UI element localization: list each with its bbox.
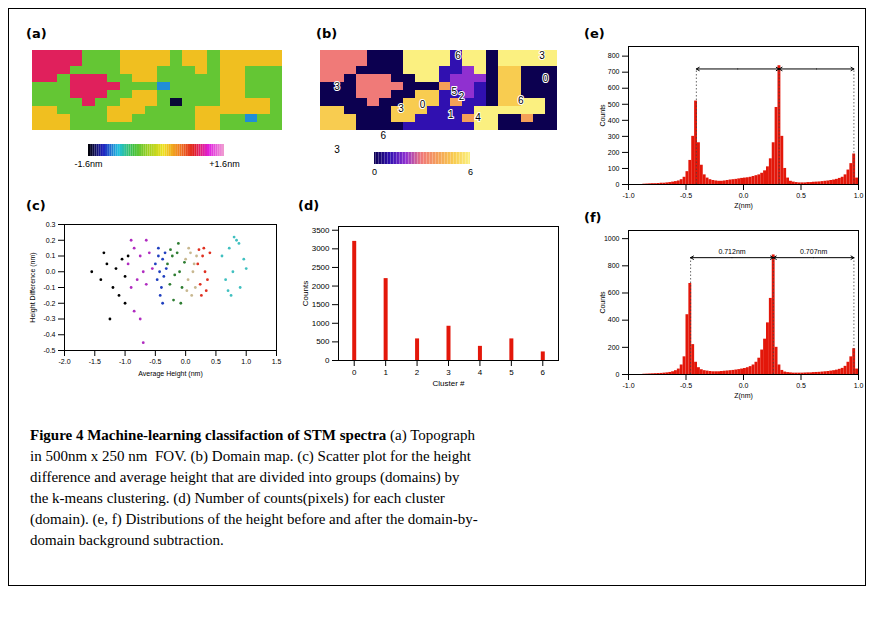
svg-text:1: 1	[383, 368, 388, 377]
svg-text:-1.0: -1.0	[119, 358, 131, 365]
svg-text:Z(nm): Z(nm)	[734, 392, 753, 400]
svg-text:3: 3	[334, 144, 340, 155]
svg-text:0.5: 0.5	[796, 192, 806, 199]
svg-text:-0.5: -0.5	[680, 382, 692, 389]
svg-text:5: 5	[452, 86, 458, 97]
svg-text:-0.2: -0.2	[43, 299, 55, 306]
svg-text:Z(nm): Z(nm)	[734, 202, 753, 210]
svg-text:500: 500	[316, 337, 330, 346]
svg-text:1000: 1000	[312, 319, 330, 328]
svg-text:300: 300	[608, 133, 620, 140]
svg-text:0.5: 0.5	[211, 358, 221, 365]
svg-text:400: 400	[608, 316, 620, 323]
svg-text:-0.4: -0.4	[43, 331, 55, 338]
svg-text:200: 200	[608, 344, 620, 351]
svg-text:6: 6	[381, 130, 387, 141]
svg-text:-0.5: -0.5	[680, 192, 692, 199]
svg-text:-1.0: -1.0	[622, 192, 634, 199]
svg-text:0.2: 0.2	[46, 236, 56, 243]
svg-text:800: 800	[608, 262, 620, 269]
svg-text:3000: 3000	[312, 244, 330, 253]
svg-text:-1.6nm: -1.6nm	[74, 159, 102, 169]
html-text:Figure 4 Machine-learning clas: Figure 4 Machine-learning classifaction …	[30, 427, 479, 548]
svg-text:-0.5: -0.5	[149, 358, 161, 365]
svg-text:600: 600	[608, 289, 620, 296]
html-text:(d): (d)	[298, 198, 320, 213]
svg-text:600: 600	[608, 84, 620, 91]
svg-text:3: 3	[398, 103, 404, 114]
svg-text:0: 0	[420, 99, 426, 110]
svg-text:1: 1	[448, 109, 454, 120]
svg-text:-0.1: -0.1	[43, 284, 55, 291]
html-text:(a): (a)	[26, 26, 47, 41]
svg-text:6: 6	[541, 368, 546, 377]
svg-text:1500: 1500	[312, 300, 330, 309]
svg-text:1.5: 1.5	[272, 358, 282, 365]
svg-text:2: 2	[459, 91, 465, 102]
svg-text:Counts: Counts	[301, 281, 310, 306]
svg-text:0: 0	[543, 73, 549, 84]
svg-text:4: 4	[475, 112, 481, 123]
svg-text:1.0: 1.0	[854, 192, 864, 199]
svg-text:0.707nm: 0.707nm	[800, 248, 827, 255]
svg-text:2500: 2500	[312, 263, 330, 272]
svg-text:+1.6nm: +1.6nm	[209, 159, 239, 169]
svg-text:0.0: 0.0	[46, 268, 56, 275]
html-text:(b): (b)	[316, 26, 338, 41]
svg-text:0.712nm: 0.712nm	[718, 248, 745, 255]
svg-text:1.0: 1.0	[854, 382, 864, 389]
svg-text:0.1: 0.1	[46, 252, 56, 259]
svg-text:2: 2	[415, 368, 420, 377]
svg-text:Counts: Counts	[599, 291, 606, 314]
svg-text:0.0: 0.0	[181, 358, 191, 365]
svg-text:700: 700	[608, 68, 620, 75]
svg-text:0: 0	[372, 167, 377, 177]
svg-text:6: 6	[518, 95, 524, 106]
svg-text:6: 6	[468, 167, 473, 177]
html-text:(c): (c)	[26, 198, 46, 213]
svg-text:3: 3	[334, 81, 340, 92]
svg-text:3500: 3500	[312, 226, 330, 235]
svg-text:-0.3: -0.3	[43, 315, 55, 322]
svg-text:0: 0	[616, 181, 620, 188]
svg-text:500: 500	[608, 101, 620, 108]
svg-text:0.3: 0.3	[46, 221, 56, 228]
svg-text:6: 6	[455, 50, 461, 61]
html-text:(e): (e)	[584, 26, 605, 41]
svg-text:3: 3	[446, 368, 451, 377]
svg-text:2000: 2000	[312, 282, 330, 291]
svg-text:0: 0	[352, 368, 357, 377]
svg-text:Average Height (nm): Average Height (nm)	[138, 370, 202, 378]
svg-text:0: 0	[325, 356, 330, 365]
svg-text:0.5: 0.5	[796, 382, 806, 389]
svg-text:Counts: Counts	[599, 104, 606, 127]
svg-text:200: 200	[608, 149, 620, 156]
svg-text:-2.0: -2.0	[58, 358, 70, 365]
svg-text:-1.0: -1.0	[622, 382, 634, 389]
html-text:(f): (f)	[584, 210, 602, 225]
svg-text:1.0: 1.0	[241, 358, 251, 365]
svg-text:-1.5: -1.5	[89, 358, 101, 365]
svg-text:Cluster #: Cluster #	[432, 379, 465, 388]
svg-text:100: 100	[608, 165, 620, 172]
svg-text:4: 4	[478, 368, 483, 377]
svg-text:3: 3	[539, 50, 545, 61]
svg-text:-0.5: -0.5	[43, 347, 55, 354]
svg-text:800: 800	[608, 52, 620, 59]
svg-text:0.0: 0.0	[739, 382, 749, 389]
svg-text:400: 400	[608, 117, 620, 124]
svg-text:1000: 1000	[604, 235, 620, 242]
svg-text:5: 5	[509, 368, 514, 377]
svg-text:Height Difference (nm): Height Difference (nm)	[29, 252, 37, 322]
svg-text:0.0: 0.0	[739, 192, 749, 199]
svg-text:0: 0	[616, 371, 620, 378]
